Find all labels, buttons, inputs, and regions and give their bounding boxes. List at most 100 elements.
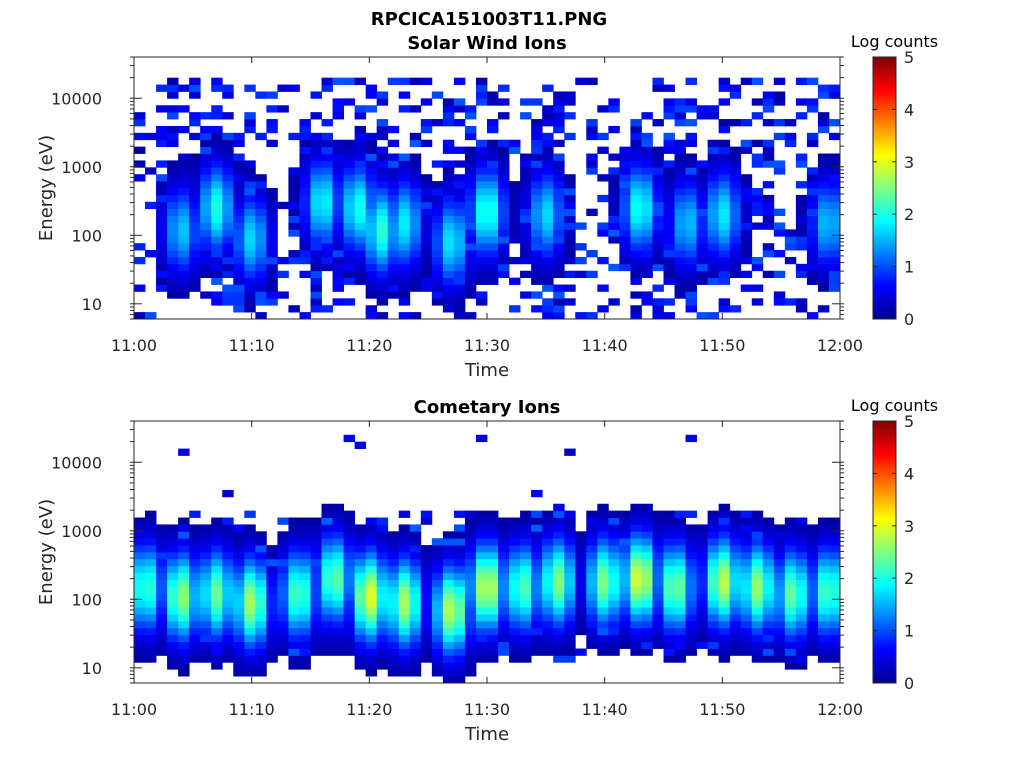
heatmap-cell	[487, 256, 499, 265]
heatmap-cell	[409, 263, 422, 272]
heatmap-cell	[211, 243, 223, 251]
heatmap-cell	[398, 524, 411, 532]
heatmap-cell	[597, 256, 609, 265]
heatmap-cell	[222, 229, 234, 237]
heatmap-cell	[464, 669, 477, 677]
heatmap-cell	[387, 648, 400, 656]
heatmap-cell	[222, 284, 234, 292]
heatmap-cell	[266, 648, 278, 656]
heatmap-cell	[652, 298, 664, 306]
heatmap-cell	[288, 84, 300, 92]
heatmap-cell	[487, 545, 499, 553]
heatmap-cell	[553, 312, 565, 320]
heatmap-cell	[244, 305, 256, 313]
heatmap-cell	[200, 614, 212, 622]
heatmap-cell	[685, 222, 697, 230]
heatmap-cell	[663, 263, 675, 272]
heatmap-cell	[299, 641, 311, 649]
heatmap-cell	[321, 524, 333, 532]
heatmap-cell	[178, 593, 190, 601]
heatmap-cell	[442, 662, 455, 670]
heatmap-cell	[442, 284, 455, 292]
heatmap-cell	[729, 222, 742, 230]
heatmap-cell	[652, 545, 664, 553]
heatmap-cell	[520, 291, 532, 299]
heatmap-cell	[773, 586, 786, 594]
heatmap-cell	[321, 146, 333, 154]
colorbar	[872, 56, 897, 320]
heatmap-cell	[255, 91, 267, 99]
heatmap-cell	[707, 229, 720, 237]
heatmap-cell	[398, 641, 411, 649]
heatmap-cell	[674, 517, 686, 525]
heatmap-cell	[354, 236, 367, 244]
heatmap-cell	[464, 510, 477, 518]
heatmap-cell	[431, 572, 444, 580]
heatmap-cell	[420, 648, 433, 656]
heatmap-cell	[288, 305, 300, 313]
heatmap-cell	[718, 277, 731, 285]
heatmap-cell	[729, 614, 742, 622]
heatmap-cell	[663, 167, 675, 175]
heatmap-cell	[762, 119, 775, 127]
heatmap-cell	[817, 84, 830, 92]
heatmap-cell	[365, 517, 378, 525]
heatmap-cell	[762, 641, 775, 649]
heatmap-cell	[817, 552, 830, 560]
heatmap-cell	[817, 614, 830, 622]
heatmap-cell	[608, 600, 620, 608]
heatmap-cell	[641, 208, 653, 216]
heatmap-cell	[795, 648, 808, 656]
heatmap-cell	[398, 284, 411, 292]
heatmap-cell	[442, 586, 455, 594]
heatmap-cell	[630, 565, 642, 574]
heatmap-cell	[520, 236, 532, 244]
heatmap-cell	[817, 572, 830, 580]
heatmap-cell	[729, 634, 742, 643]
heatmap-cell	[277, 627, 289, 636]
heatmap-cell	[520, 579, 532, 587]
heatmap-cell	[354, 270, 367, 279]
heatmap-cell	[156, 648, 168, 656]
heatmap-cell	[321, 139, 333, 148]
heatmap-cell	[277, 256, 289, 265]
heatmap-cell	[685, 181, 697, 189]
heatmap-cell	[211, 208, 223, 216]
heatmap-cell	[321, 263, 333, 272]
heatmap-cell	[299, 167, 311, 175]
heatmap-cell	[520, 270, 532, 279]
heatmap-cell	[156, 607, 168, 615]
heatmap-cell	[277, 593, 289, 601]
heatmap-cell	[652, 222, 664, 230]
heatmap-cell	[376, 545, 389, 553]
heatmap-cell	[740, 565, 753, 574]
heatmap-cell	[420, 579, 433, 587]
heatmap-cell	[134, 531, 146, 539]
heatmap-cell	[531, 510, 543, 518]
heatmap-cell	[707, 572, 720, 580]
heatmap-cell	[200, 112, 212, 120]
heatmap-cell	[365, 215, 378, 223]
heatmap-cell	[156, 270, 168, 279]
heatmap-cell	[266, 586, 278, 594]
heatmap-cell	[674, 229, 686, 237]
heatmap-cell	[608, 641, 620, 649]
heatmap-cell	[189, 552, 201, 560]
heatmap-cell	[718, 572, 731, 580]
heatmap-cell	[222, 91, 234, 99]
heatmap-cell	[619, 510, 631, 518]
heatmap-cell	[597, 503, 609, 512]
heatmap-cell	[564, 201, 576, 210]
heatmap-cell	[222, 620, 234, 629]
heatmap-cell	[707, 105, 720, 113]
heatmap-cell	[641, 538, 653, 546]
heatmap-cell	[641, 201, 653, 210]
heatmap-cell	[233, 552, 245, 560]
heatmap-cell	[255, 669, 267, 677]
heatmap-cell	[343, 250, 356, 258]
heatmap-cell	[189, 201, 201, 210]
heatmap-cell	[663, 600, 675, 608]
heatmap-cell	[597, 284, 609, 292]
heatmap-cell	[277, 648, 289, 656]
